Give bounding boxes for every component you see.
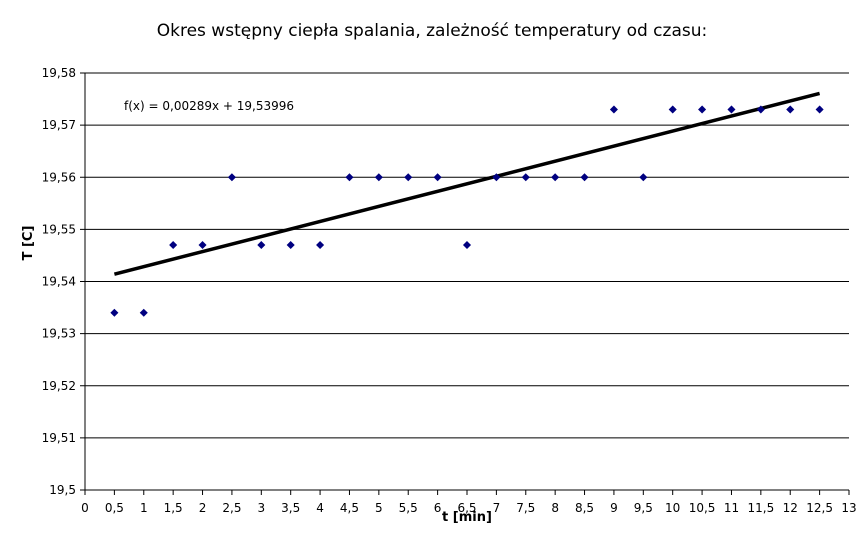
data-point: [139, 308, 148, 317]
x-tick-label: 8,5: [575, 501, 594, 515]
data-point: [639, 173, 648, 182]
x-tick-label: 7: [493, 501, 501, 515]
data-point: [286, 240, 295, 250]
y-tick-label: 19,53: [42, 327, 76, 341]
data-point: [374, 173, 383, 182]
x-tick-label: 0: [81, 501, 89, 515]
y-tick-label: 19,54: [42, 275, 76, 289]
data-point: [404, 173, 413, 182]
data-point: [815, 105, 824, 114]
y-axis-label: T [C]: [21, 226, 36, 261]
y-tick-label: 19,51: [42, 431, 76, 445]
x-tick-label: 12,5: [806, 501, 833, 515]
chart-title: Okres wstępny ciepła spalania, zależność…: [157, 21, 707, 41]
data-point: [551, 173, 560, 182]
data-point: [227, 173, 236, 182]
grid: [85, 72, 849, 491]
x-tick-label: 6,5: [457, 501, 476, 515]
x-tick-label: 2: [199, 501, 207, 515]
data-point: [257, 240, 266, 250]
y-tick-label: 19,56: [42, 170, 76, 184]
data-point: [492, 173, 501, 182]
x-tick-label: 10: [665, 501, 680, 515]
x-tick-label: 9: [610, 501, 618, 515]
x-tick-label: 9,5: [634, 501, 653, 515]
trendline-equation: f(x) = 0,00289x + 19,53996: [124, 99, 294, 113]
data-point: [756, 105, 765, 114]
y-tick-label: 19,58: [42, 66, 76, 80]
y-tick-label: 19,55: [42, 222, 76, 236]
x-tick-label: 11: [724, 501, 739, 515]
x-tick-label: 5,5: [399, 501, 418, 515]
data-point: [727, 105, 736, 114]
x-tick-label: 12: [783, 501, 798, 515]
y-tick-label: 19,52: [42, 379, 76, 393]
trendline-group: [113, 91, 821, 276]
x-tick-label: 11,5: [747, 501, 774, 515]
y-axis-ticks: 19,5 19,51 19,52 19,53 19,54 19,55 19,56 19,57 1…: [42, 66, 85, 497]
x-tick-label: 13: [841, 501, 856, 515]
data-point: [110, 308, 119, 317]
data-point: [462, 240, 472, 250]
data-point: [786, 105, 795, 114]
y-tick-label: 19,57: [42, 118, 76, 132]
x-tick-label: 1: [140, 501, 148, 515]
data-point: [316, 240, 325, 250]
x-tick-label: 4: [316, 501, 324, 515]
x-tick-label: 8: [551, 501, 559, 515]
x-tick-label: 5: [375, 501, 383, 515]
data-point: [521, 173, 530, 182]
data-point: [609, 105, 618, 114]
x-tick-label: 3: [257, 501, 265, 515]
y-tick-label: 19,5: [49, 483, 76, 497]
data-point: [668, 105, 677, 114]
x-tick-label: 10,5: [689, 501, 716, 515]
data-points: [110, 105, 824, 317]
data-point: [345, 173, 354, 182]
data-point: [698, 105, 707, 114]
x-axis-label: t [min]: [442, 510, 492, 525]
data-point: [169, 240, 178, 250]
x-tick-label: 6: [434, 501, 442, 515]
data-point: [198, 240, 207, 250]
data-point: [580, 173, 589, 182]
x-tick-label: 0,5: [105, 501, 124, 515]
x-axis-ticks: 0 0,5 1 1,5 2 2,5 3 3,5 4 4,5 5 5,5 6 6,5 7 7,5 8 8,5 9 9,5…: [81, 490, 857, 515]
x-tick-label: 7,5: [516, 501, 535, 515]
x-tick-label: 1,5: [164, 501, 183, 515]
data-point: [433, 173, 442, 182]
x-tick-label: 3,5: [281, 501, 300, 515]
x-tick-label: 4,5: [340, 501, 359, 515]
x-tick-label: 2,5: [222, 501, 241, 515]
trendline: [113, 91, 821, 276]
